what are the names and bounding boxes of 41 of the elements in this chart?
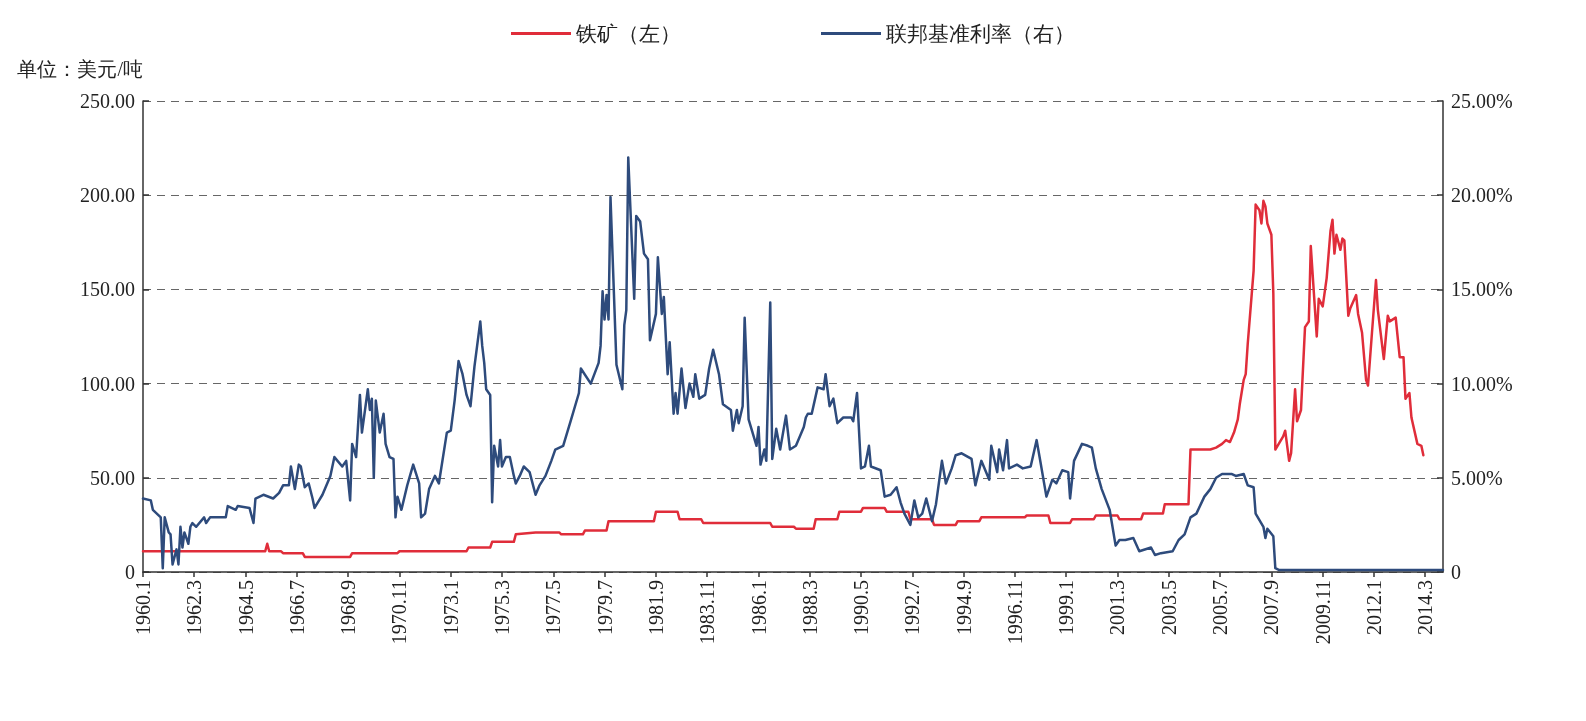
y2-tick-label: 0 [1451, 561, 1461, 583]
x-tick-label: 1996.11 [1003, 580, 1026, 645]
x-tick-label: 1999.1 [1055, 580, 1078, 635]
x-tick-label: 2003.5 [1157, 580, 1180, 635]
x-tick-label: 2009.11 [1311, 580, 1334, 645]
x-tick-label: 1979.7 [593, 580, 616, 635]
x-tick-label: 1986.1 [747, 580, 770, 635]
y-tick-label: 150.00 [80, 278, 135, 301]
x-tick-label: 2007.9 [1260, 580, 1283, 635]
y2-tick-label: 5.00% [1451, 466, 1503, 489]
x-tick-label: 1964.5 [234, 580, 257, 635]
x-tick-label: 2012.1 [1362, 580, 1385, 635]
x-tick-label: 2005.7 [1209, 580, 1232, 635]
y2-tick-label: 15.00% [1451, 278, 1513, 301]
x-tick-label: 1990.5 [849, 580, 872, 635]
x-tick-label: 1977.5 [542, 580, 565, 635]
x-tick-label: 1970.11 [388, 580, 411, 645]
x-tick-label: 1968.9 [337, 580, 360, 635]
legend-label: 联邦基准利率（右） [886, 21, 1075, 46]
x-tick-label: 2001.3 [1106, 580, 1129, 635]
x-tick-label: 1981.9 [644, 580, 667, 635]
y2-tick-label: 10.00% [1451, 372, 1513, 395]
x-tick-label: 1983.11 [696, 580, 719, 645]
y-axis-title: 单位：美元/吨 [17, 58, 143, 80]
x-tick-label: 1988.3 [798, 580, 821, 635]
x-tick-label: 1966.7 [285, 580, 308, 635]
x-tick-label: 1994.9 [952, 580, 975, 635]
y-tick-label: 0 [125, 561, 135, 583]
y-tick-label: 50.00 [90, 466, 135, 489]
y2-tick-label: 20.00% [1451, 184, 1513, 207]
x-tick-label: 1960.1 [132, 580, 154, 635]
x-tick-label: 1962.3 [183, 580, 206, 635]
y-tick-label: 100.00 [80, 372, 135, 395]
x-tick-label: 1975.3 [490, 580, 513, 635]
x-tick-label: 1992.7 [901, 580, 924, 635]
y-tick-label: 200.00 [80, 184, 135, 207]
y2-tick-label: 25.00% [1451, 90, 1513, 112]
legend-label: 铁矿（左） [575, 21, 681, 46]
x-tick-label: 1973.1 [439, 580, 462, 635]
x-tick-label: 2014.3 [1414, 580, 1437, 635]
y-tick-label: 250.00 [80, 90, 135, 112]
